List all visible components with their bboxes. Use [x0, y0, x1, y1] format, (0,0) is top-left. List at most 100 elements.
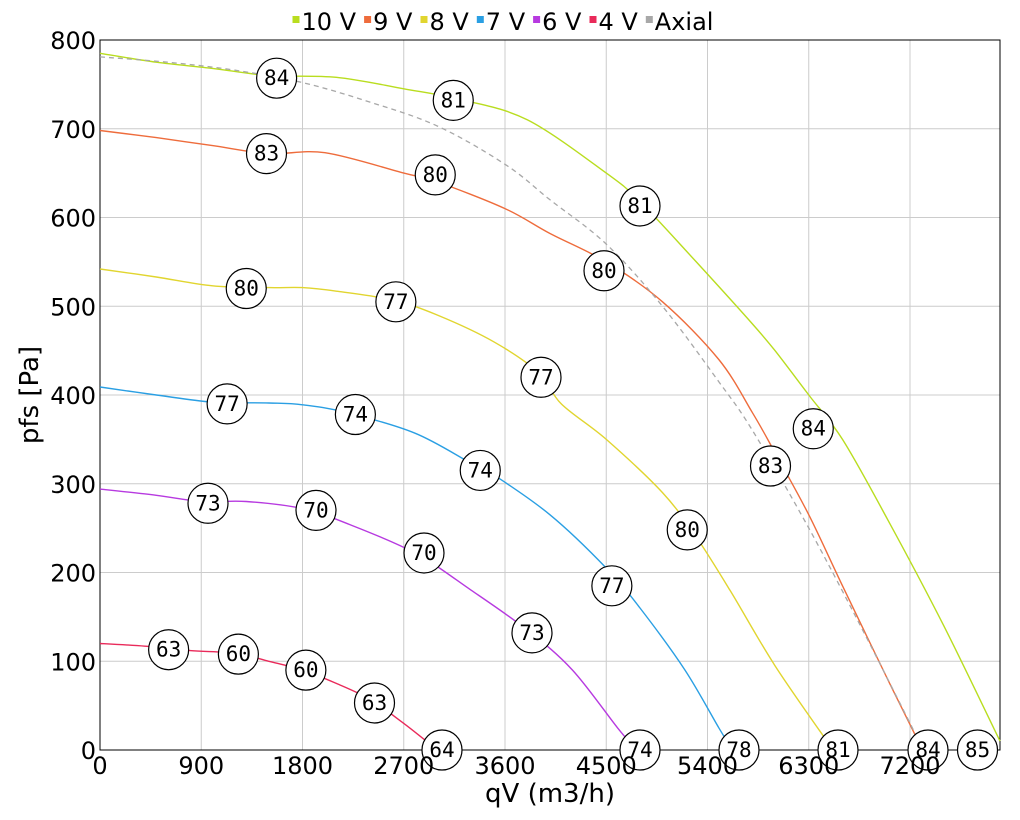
- svg-text:70: 70: [303, 498, 328, 522]
- data-label-10-v: 85: [956, 729, 999, 771]
- y-tick-label: 400: [50, 382, 96, 410]
- svg-text:63: 63: [362, 691, 387, 715]
- y-tick-label: 700: [50, 116, 96, 144]
- x-tick-label: 900: [178, 752, 224, 780]
- svg-text:70: 70: [411, 541, 436, 565]
- x-tick-label: 7200: [879, 752, 940, 780]
- svg-text:83: 83: [254, 142, 279, 166]
- svg-text:60: 60: [293, 658, 318, 682]
- legend-swatch: [476, 16, 484, 23]
- legend-swatch: [364, 16, 372, 23]
- x-tick-label: 0: [92, 752, 107, 780]
- legend-label: 6 V: [542, 8, 582, 36]
- data-label-8-v: 77: [375, 281, 417, 323]
- data-label-8-v: 81: [817, 729, 859, 771]
- data-label-4-v: 64: [421, 729, 463, 771]
- svg-text:80: 80: [591, 259, 616, 283]
- svg-text:84: 84: [801, 417, 826, 441]
- legend-item-10-v: 10 V: [292, 8, 357, 36]
- legend-label: 8 V: [430, 8, 470, 36]
- legend-item-axial: Axial: [645, 8, 714, 36]
- y-tick-label: 0: [81, 737, 96, 765]
- svg-text:73: 73: [195, 491, 220, 515]
- data-label-6-v: 73: [187, 482, 229, 524]
- data-label-8-v: 77: [520, 356, 562, 398]
- x-tick-label: 3600: [474, 752, 535, 780]
- svg-text:77: 77: [214, 392, 239, 416]
- svg-text:83: 83: [758, 454, 783, 478]
- legend-label: 9 V: [373, 8, 413, 36]
- y-axis-title: pfs [Pa]: [15, 346, 45, 444]
- data-label-9-v: 83: [749, 445, 792, 487]
- x-tick-label: 6300: [778, 752, 839, 780]
- x-tick-label: 5400: [677, 752, 738, 780]
- y-tick-label: 800: [50, 27, 96, 55]
- y-tick-label: 500: [50, 293, 96, 321]
- svg-text:81: 81: [441, 88, 466, 112]
- x-tick-label: 2700: [373, 752, 434, 780]
- x-tick-label: 4500: [576, 752, 637, 780]
- svg-text:78: 78: [726, 738, 751, 762]
- data-label-4-v: 60: [285, 649, 327, 691]
- legend-label: Axial: [655, 8, 714, 36]
- data-label-9-v: 80: [414, 154, 456, 196]
- legend-item-6-v: 6 V: [533, 8, 582, 36]
- svg-text:74: 74: [468, 458, 493, 482]
- svg-text:84: 84: [915, 738, 940, 762]
- data-label-6-v: 70: [403, 532, 445, 574]
- svg-text:74: 74: [343, 403, 368, 427]
- legend-label: 10 V: [302, 8, 357, 36]
- legend: 10 V 9 V 8 V 7 V 6 V 4 V Axial: [292, 8, 714, 36]
- data-label-7-v: 77: [206, 383, 248, 425]
- data-label-9-v: 80: [583, 250, 625, 292]
- svg-text:85: 85: [965, 738, 990, 762]
- svg-text:74: 74: [627, 738, 652, 762]
- legend-item-4-v: 4 V: [589, 8, 639, 36]
- data-label-4-v: 63: [148, 629, 190, 671]
- data-label-10-v: 81: [619, 185, 661, 227]
- legend-swatch: [645, 16, 653, 23]
- data-label-8-v: 80: [225, 267, 267, 310]
- legend-item-8-v: 8 V: [420, 8, 470, 36]
- svg-text:81: 81: [627, 194, 652, 218]
- data-label-4-v: 63: [353, 682, 396, 724]
- plot-frame: [99, 39, 1001, 751]
- data-label-6-v: 70: [295, 489, 337, 531]
- data-label-10-v: 81: [432, 79, 474, 121]
- svg-text:80: 80: [675, 518, 700, 542]
- data-label-7-v: 74: [459, 449, 501, 492]
- data-label-9-v: 83: [245, 133, 288, 175]
- data-label-7-v: 78: [718, 729, 760, 771]
- legend-label: 4 V: [599, 8, 639, 36]
- tick-labels: 0 900 1800 2700 3600 4500 5400 6300 7200 0 100 200 3…: [50, 27, 940, 780]
- svg-text:77: 77: [599, 574, 624, 598]
- y-tick-label: 200: [50, 560, 96, 588]
- svg-text:80: 80: [423, 163, 448, 187]
- legend-swatch: [292, 16, 300, 23]
- data-labels-layer: 84 81 81 84 85 83 80 80 83 84 80 77 77 80 81 77 74 74 77 78…: [148, 57, 999, 771]
- data-label-7-v: 74: [334, 393, 376, 436]
- data-label-10-v: 84: [256, 57, 298, 99]
- x-axis-title: qV (m3/h): [485, 779, 615, 809]
- y-tick-label: 300: [50, 471, 96, 499]
- svg-text:84: 84: [264, 66, 289, 90]
- legend-item-7-v: 7 V: [476, 8, 526, 36]
- data-label-7-v: 77: [591, 565, 633, 607]
- svg-text:64: 64: [429, 738, 454, 762]
- x-tick-label: 1800: [272, 752, 333, 780]
- svg-text:80: 80: [234, 277, 259, 301]
- y-tick-label: 100: [50, 648, 96, 676]
- svg-text:81: 81: [825, 738, 850, 762]
- svg-text:73: 73: [519, 621, 544, 645]
- data-label-4-v: 60: [217, 633, 259, 675]
- legend-swatch: [420, 16, 428, 23]
- data-label-8-v: 80: [666, 509, 708, 551]
- data-label-10-v: 84: [792, 408, 834, 450]
- y-tick-label: 600: [50, 205, 96, 233]
- data-label-6-v: 73: [511, 612, 553, 654]
- data-label-9-v: 84: [907, 729, 949, 771]
- legend-swatch: [533, 16, 541, 23]
- svg-text:77: 77: [528, 365, 553, 389]
- svg-text:77: 77: [383, 290, 408, 314]
- data-label-6-v: 74: [619, 729, 661, 771]
